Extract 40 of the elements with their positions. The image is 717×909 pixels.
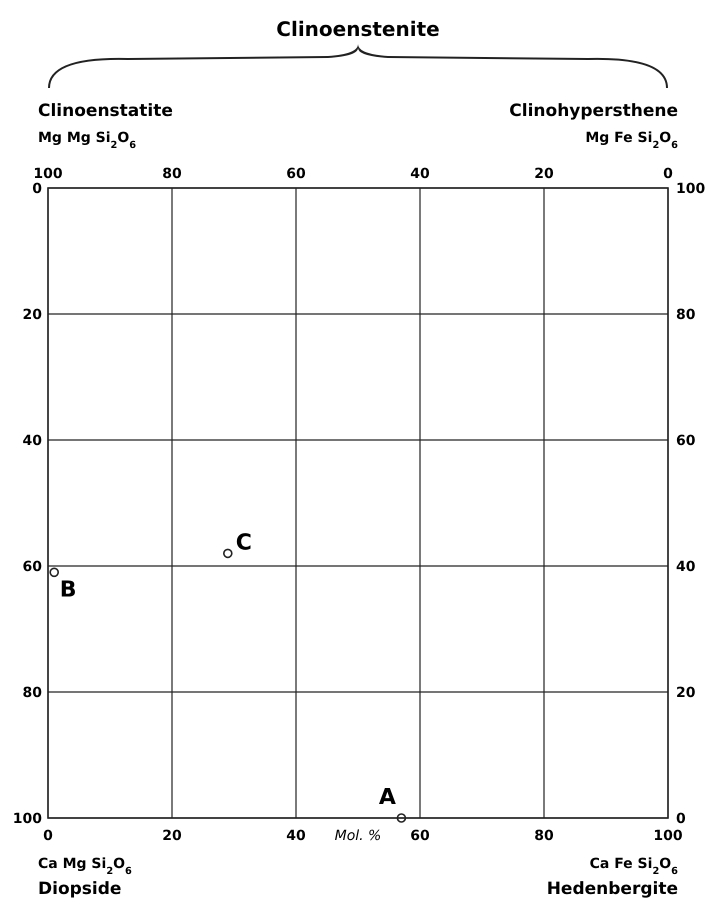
y-tick-label: 80 [22, 685, 42, 701]
x-tick-label: 0 [43, 828, 54, 844]
text: Ca Fe Si$_{2}$O$_{6}$ [590, 856, 678, 876]
text: Hedenbergite [546, 879, 678, 899]
text: Clinohypersthene [509, 101, 678, 121]
y2-tick-label: 0 [676, 811, 686, 827]
annotation: A [378, 785, 396, 810]
y-tick-label: 20 [22, 307, 42, 323]
annotation: C [236, 530, 252, 556]
x2-tick-label: 80 [162, 166, 182, 182]
text: Clinoenstatite [38, 101, 173, 121]
y2-tick-label: 40 [676, 559, 696, 575]
point [396, 813, 406, 823]
y-tick-label: 60 [22, 559, 42, 575]
x2-tick-label: 0 [663, 166, 674, 182]
x2-tick-label: 60 [286, 166, 306, 182]
x2-tick-label: 100 [33, 166, 63, 182]
annotation: B [60, 577, 77, 602]
x-tick-label: 60 [410, 828, 430, 844]
text: Mg Mg Si$_{2}$O$_{6}$ [38, 130, 136, 150]
chart-title: Clinoenstenite [276, 17, 440, 41]
y2-tick-label: 80 [676, 307, 696, 323]
x2-tick-label: 20 [534, 166, 554, 182]
x-tick-label: 20 [162, 828, 182, 844]
point [49, 568, 59, 578]
x2-tick-label: 40 [410, 166, 430, 182]
y2-tick-label: 100 [676, 181, 706, 197]
x-tick-label: 40 [286, 828, 306, 844]
y2-tick-label: 60 [676, 433, 696, 449]
x-axis-title: Mol. % [334, 828, 382, 844]
x-tick-label: 100 [653, 828, 683, 844]
y2-tick-label: 20 [676, 685, 696, 701]
text: Diopside [38, 879, 122, 899]
point [223, 548, 233, 558]
x-tick-label: 80 [534, 828, 554, 844]
y-tick-label: 0 [32, 181, 42, 197]
text: Mg Fe Si$_{2}$O$_{6}$ [585, 130, 678, 150]
y-tick-label: 100 [12, 811, 42, 827]
text: Ca Mg Si$_{2}$O$_{6}$ [38, 856, 132, 876]
y-tick-label: 40 [22, 433, 42, 449]
